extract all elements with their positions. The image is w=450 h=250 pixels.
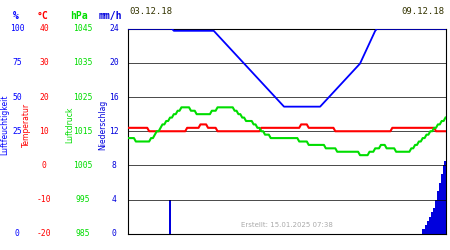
Text: 50: 50 [12, 92, 22, 102]
Text: 4: 4 [112, 195, 116, 204]
Bar [169, 200, 171, 234]
Text: 1025: 1025 [72, 92, 92, 102]
Text: 75: 75 [12, 58, 22, 68]
Text: 100: 100 [10, 24, 24, 33]
Text: °C: °C [37, 11, 49, 21]
Bar [439, 182, 441, 234]
Text: mm/h: mm/h [99, 11, 122, 21]
Text: 20: 20 [39, 92, 49, 102]
Text: Luftfeuchtigkeit: Luftfeuchtigkeit [0, 95, 9, 155]
Bar [441, 174, 443, 234]
Text: Temperatur: Temperatur [22, 103, 31, 147]
Text: 985: 985 [75, 229, 90, 238]
Text: 1035: 1035 [72, 58, 92, 68]
Text: hPa: hPa [70, 11, 88, 21]
Text: 1045: 1045 [72, 24, 92, 33]
Bar [437, 191, 439, 234]
Text: Luftdruck: Luftdruck [65, 107, 74, 143]
Bar [429, 217, 432, 234]
Text: 0: 0 [42, 161, 46, 170]
Bar [445, 161, 446, 234]
Bar [422, 230, 424, 234]
Text: -10: -10 [37, 195, 51, 204]
Text: 25: 25 [12, 127, 22, 136]
Text: 30: 30 [39, 58, 49, 68]
Text: 03.12.18: 03.12.18 [130, 8, 173, 16]
Text: 0: 0 [15, 229, 19, 238]
Text: 995: 995 [75, 195, 90, 204]
Text: 24: 24 [109, 24, 119, 33]
Bar [431, 212, 433, 234]
Text: %: % [13, 11, 19, 21]
Text: 1005: 1005 [72, 161, 92, 170]
Bar [423, 230, 426, 234]
Text: 16: 16 [109, 92, 119, 102]
Text: -20: -20 [37, 229, 51, 238]
Text: Erstellt: 15.01.2025 07:38: Erstellt: 15.01.2025 07:38 [241, 222, 333, 228]
Bar [433, 208, 435, 234]
Text: Niederschlag: Niederschlag [98, 100, 107, 150]
Text: 40: 40 [39, 24, 49, 33]
Text: 12: 12 [109, 127, 119, 136]
Text: 8: 8 [112, 161, 116, 170]
Text: 20: 20 [109, 58, 119, 68]
Text: 0: 0 [112, 229, 116, 238]
Bar [435, 200, 437, 234]
Text: 09.12.18: 09.12.18 [401, 8, 444, 16]
Bar [442, 166, 445, 234]
Text: 10: 10 [39, 127, 49, 136]
Text: 1015: 1015 [72, 127, 92, 136]
Bar [425, 225, 428, 234]
Bar [428, 221, 429, 234]
